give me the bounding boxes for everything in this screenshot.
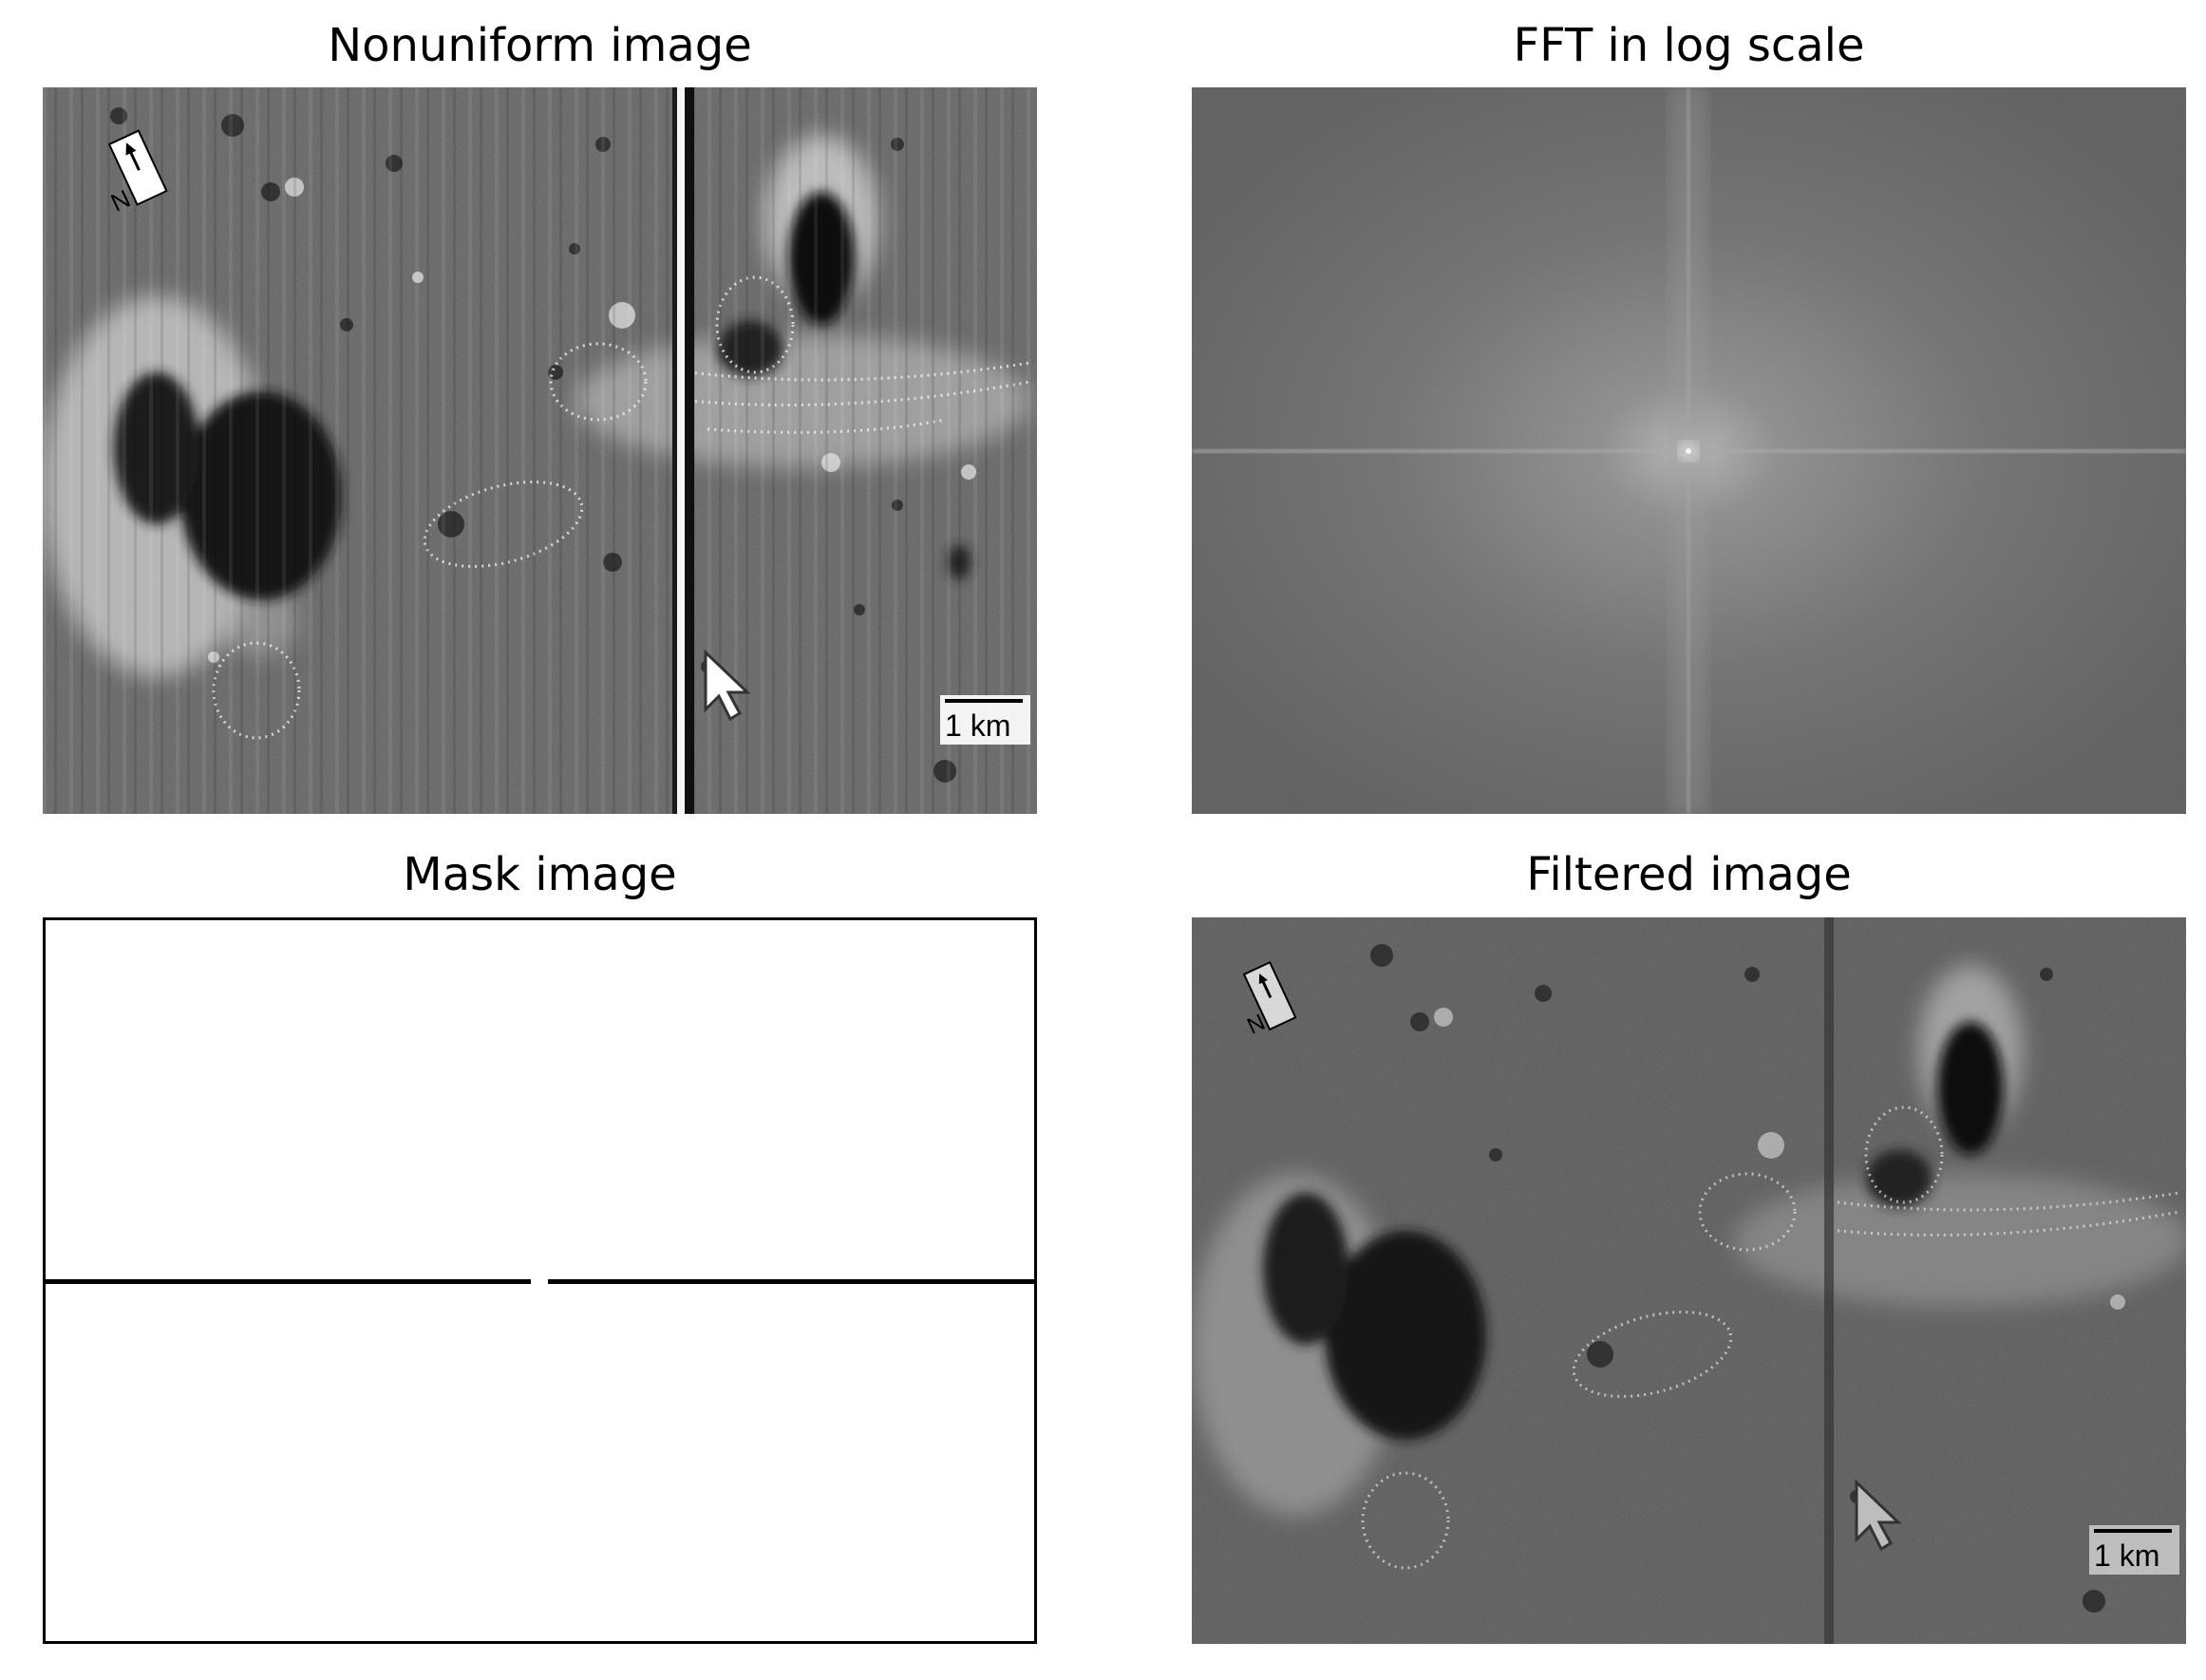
filtered-image-panel: N 1 km — [1192, 917, 2186, 1644]
scale-bar — [2089, 1525, 2179, 1575]
scale-bar-label: 1 km — [945, 708, 1010, 743]
nonuniform-image: N 1 km — [43, 87, 1037, 814]
mask-image-panel — [43, 917, 1037, 1644]
scale-bar-label: 1 km — [2094, 1538, 2159, 1573]
scale-bar — [940, 695, 1030, 745]
filtered-image: N 1 km — [1192, 917, 2186, 1644]
mask-line-right — [548, 1279, 1037, 1284]
mask-line-left — [43, 1279, 531, 1284]
north-arrow-icon — [107, 129, 168, 206]
cursor-arrow-icon — [704, 649, 751, 722]
panel-title-fft: FFT in log scale — [1513, 19, 1865, 72]
fft-image — [1192, 87, 2186, 814]
nonuniform-image-panel: N 1 km — [43, 87, 1037, 814]
panel-title-filtered: Filtered image — [1526, 848, 1852, 901]
north-arrow-icon — [1242, 960, 1297, 1031]
mask-image — [43, 917, 1037, 1644]
panel-title-nonuniform: Nonuniform image — [328, 19, 752, 72]
cursor-arrow-icon — [1855, 1479, 1902, 1552]
fft-image-panel — [1192, 87, 2186, 814]
panel-title-mask: Mask image — [403, 848, 677, 901]
